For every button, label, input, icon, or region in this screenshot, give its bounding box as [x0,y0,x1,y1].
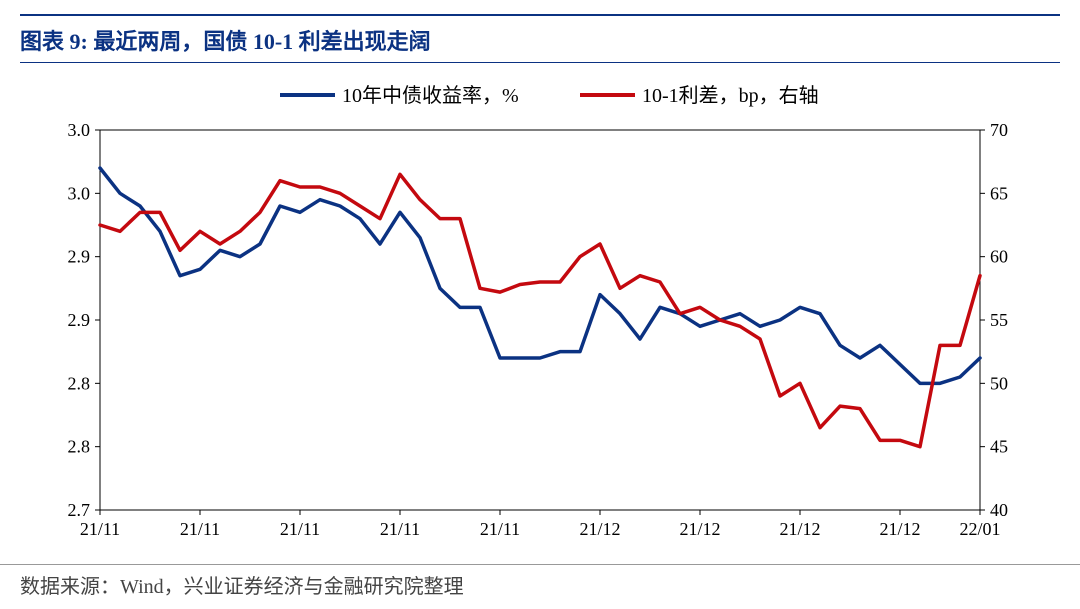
chart-title: 图表 9: 最近两周，国债 10-1 利差出现走阔 [20,14,1060,63]
svg-text:21/11: 21/11 [480,519,520,539]
svg-text:10年中债收益率，%: 10年中债收益率，% [342,84,519,107]
svg-text:2.7: 2.7 [68,500,91,520]
svg-text:21/12: 21/12 [679,519,720,539]
svg-text:21/12: 21/12 [879,519,920,539]
title-text: 最近两周，国债 10-1 利差出现走阔 [93,29,430,54]
svg-text:55: 55 [990,310,1008,330]
svg-text:50: 50 [990,373,1008,393]
svg-text:3.0: 3.0 [68,120,91,140]
svg-text:21/12: 21/12 [579,519,620,539]
svg-text:60: 60 [990,247,1008,267]
separator-line [0,564,1080,565]
title-prefix: 图表 9: [20,29,88,54]
svg-text:70: 70 [990,120,1008,140]
svg-text:65: 65 [990,183,1008,203]
svg-text:21/11: 21/11 [280,519,320,539]
svg-text:3.0: 3.0 [68,183,91,203]
svg-text:21/11: 21/11 [180,519,220,539]
svg-text:22/01: 22/01 [959,519,1000,539]
svg-text:45: 45 [990,437,1008,457]
source-text: 数据来源：Wind，兴业证券经济与金融研究院整理 [20,570,464,599]
svg-text:21/11: 21/11 [80,519,120,539]
svg-text:2.9: 2.9 [68,247,91,267]
svg-text:40: 40 [990,500,1008,520]
svg-text:2.8: 2.8 [68,437,91,457]
chart-area: 10年中债收益率，% 10-1利差，bp，右轴 2.7 2.8 2.8 2.9 2.9 3.0… [40,80,1040,550]
svg-text:10-1利差，bp，右轴: 10-1利差，bp，右轴 [642,84,819,107]
svg-text:21/12: 21/12 [779,519,820,539]
svg-text:2.8: 2.8 [68,373,91,393]
chart-svg: 10年中债收益率，% 10-1利差，bp，右轴 2.7 2.8 2.8 2.9 2.9 3.0… [40,80,1040,550]
svg-text:21/11: 21/11 [380,519,420,539]
svg-text:2.9: 2.9 [68,310,91,330]
